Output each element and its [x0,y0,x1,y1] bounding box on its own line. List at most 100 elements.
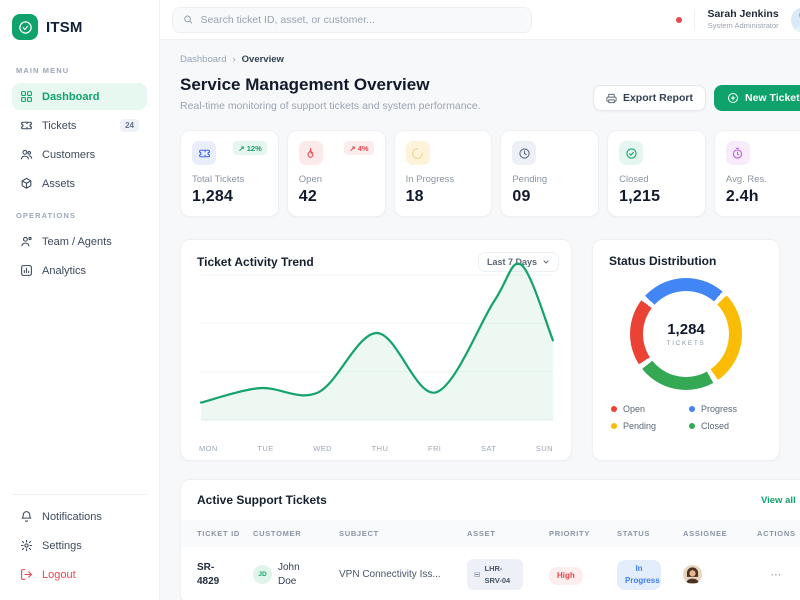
export-report-label: Export Report [622,92,693,104]
sidebar-item-customers[interactable]: Customers [12,141,147,168]
kpi-row: ↗ 12% Total Tickets 1,284 ↗ 4% Open 42 [180,130,800,217]
server-icon [474,572,480,577]
chevron-down-icon [543,260,549,264]
kpi-label: Total Tickets [192,174,245,185]
sidebar-item-label: Tickets [42,119,77,132]
page-header: Service Management Overview Real-time mo… [180,75,800,112]
export-report-button[interactable]: Export Report [592,85,706,111]
dashboard-icon [21,91,32,102]
axis-label: THU [371,444,389,453]
section-label-main-menu: MAIN MENU [16,66,70,75]
asset-tag: LHR-SRV-04 [484,564,511,585]
legend-dot [611,406,617,412]
user-role: System Administrator [707,21,779,31]
kpi-value: 09 [512,188,531,205]
priority-cell: High [549,565,613,585]
priority-badge: High [549,566,583,585]
main-area: Sarah Jenkins System Administrator Dashb… [160,0,800,600]
trend-badge: ↗ 4% [344,141,374,155]
sidebar-item-label: Settings [42,539,82,552]
sidebar-item-assets[interactable]: Assets [12,170,147,197]
breadcrumb: Dashboard › Overview [180,54,800,65]
legend-item-open: Open [611,404,683,414]
donut-legend: Open Progress Pending Closed [609,404,763,431]
kpi-avg-resolution[interactable]: Avg. Res. 2.4h [713,130,800,217]
legend-label: Progress [701,404,738,414]
sidebar-item-analytics[interactable]: Analytics [12,257,147,284]
user-avatar[interactable] [790,6,800,33]
column-header: SUBJECT [339,529,379,538]
brand-logo-icon [12,14,38,40]
row-actions-button[interactable]: ⋯ [770,569,783,581]
global-search[interactable] [172,6,532,33]
breadcrumb-parent[interactable]: Dashboard [180,54,227,65]
legend-item-pending: Pending [611,421,683,431]
customer-name: John Doe [278,562,300,587]
legend-item-closed: Closed [689,421,761,431]
sidebar-item-logout[interactable]: Logout [12,561,147,588]
kpi-closed[interactable]: Closed 1,215 [607,130,706,217]
timer-icon [725,141,750,165]
customer-initials-avatar: JD [253,565,272,584]
axis-label: WED [313,444,332,453]
sidebar-item-settings[interactable]: Settings [12,532,147,559]
notification-dot[interactable] [676,16,683,23]
legend-label: Closed [701,421,730,431]
kpi-value: 2.4h [725,188,759,205]
kpi-value: 1,215 [619,188,661,205]
clock-icon [512,141,537,165]
topbar: Sarah Jenkins System Administrator [160,0,800,40]
status-distribution-card: Status Distribution 1,284 TICKETS Ope [592,239,780,461]
range-dropdown[interactable]: Last 7 Days [477,252,559,272]
sidebar-item-label: Customers [42,148,96,161]
column-header: ASSIGNEE [683,529,728,538]
brand-name: ITSM [46,18,83,36]
axis-label: FRI [427,444,442,453]
plus-circle-icon [727,93,738,103]
sidebar-item-dashboard[interactable]: Dashboard [12,83,147,110]
table-row[interactable]: SR-4829 JD John Doe VPN Connectivity Iss… [181,547,800,600]
kpi-in-progress[interactable]: In Progress 18 [393,130,493,217]
legend-dot [611,423,617,429]
kpi-label: Open [298,174,323,185]
page-subtitle: Real-time monitoring of support tickets … [180,100,481,112]
search-input[interactable] [200,13,521,26]
loader-icon [405,141,430,165]
new-ticket-button[interactable]: New Ticket [713,85,800,111]
sidebar-item-notifications[interactable]: Notifications [12,503,147,530]
customers-icon [20,149,33,160]
section-label-operations: OPERATIONS [16,211,77,220]
breadcrumb-separator: › [232,54,236,65]
sidebar-footer: Notifications Settings Logout [12,494,147,590]
view-all-link[interactable]: View all [760,494,796,506]
distribution-title: Status Distribution [609,254,717,268]
donut-center: 1,284 TICKETS [643,291,729,377]
kpi-pending[interactable]: Pending 09 [500,130,600,217]
kpi-total-tickets[interactable]: ↗ 12% Total Tickets 1,284 [180,130,279,217]
gear-icon [20,539,33,552]
status-badge: In Progress [617,559,661,590]
kpi-value: 1,284 [192,188,234,205]
sidebar-item-team-agents[interactable]: Team / Agents [12,228,147,255]
column-header: TICKET ID [197,529,240,538]
column-header: ACTIONS [757,529,796,538]
subject-cell: VPN Connectivity Iss... [339,569,441,580]
kpi-label: Avg. Res. [725,174,767,185]
legend-label: Open [623,404,646,414]
brand: ITSM [12,14,147,40]
column-header: PRIORITY [549,529,591,538]
kpi-value: 18 [405,188,424,205]
status-cell: In Progress [617,559,679,590]
sidebar-item-label: Dashboard [42,90,100,103]
printer-icon [606,93,617,103]
logout-icon [21,569,32,580]
kpi-open[interactable]: ↗ 4% Open 42 [286,130,386,217]
axis-label: TUE [257,444,274,453]
table-header-row: TICKET ID CUSTOMER SUBJECT ASSET PRIORIT… [181,520,800,548]
assignee-cell [683,565,753,584]
sidebar-item-tickets[interactable]: Tickets 24 [12,112,147,139]
sidebar-item-label: Notifications [42,510,102,523]
topbar-right: Sarah Jenkins System Administrator [676,6,800,33]
kpi-label: In Progress [405,174,455,185]
charts-row: Ticket Activity Trend Last 7 Days [180,239,800,461]
